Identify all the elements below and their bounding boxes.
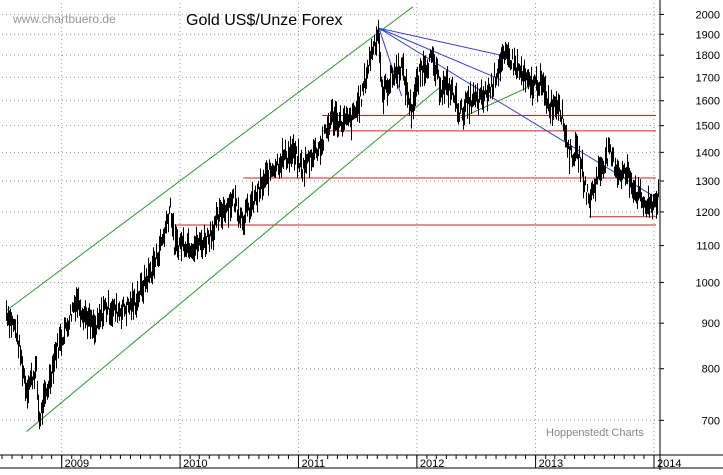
blue-trend-line [378,27,501,81]
watermark-right: Hoppenstedt Charts [546,427,644,439]
y-tick-label: 800 [702,364,720,376]
chart-title: Gold US$/Unze Forex [186,12,343,29]
y-tick-label: 1100 [696,241,720,253]
y-tick-label: 1800 [696,50,720,62]
y-tick-label: 1500 [696,121,720,133]
y-tick-label: 1000 [696,277,720,289]
y-tick-label: 900 [702,318,720,330]
x-tick-label: 2013 [539,458,563,470]
x-tick-label: 2011 [301,458,325,470]
y-tick-label: 2000 [696,9,720,21]
x-tick-label: 2014 [657,458,681,470]
x-tick-label: 2009 [65,458,89,470]
price-series [6,19,659,430]
x-tick-label: 2012 [420,458,444,470]
green-trend-support-line [460,81,541,119]
y-tick-label: 700 [702,415,720,427]
y-tick-label: 1200 [696,207,720,219]
blue-trend-line [378,27,511,58]
y-tick-label: 1900 [696,29,720,41]
y-tick-label: 1300 [696,176,720,188]
watermark-left: www.chartbuero.de [12,12,116,26]
y-tick-label: 1600 [696,96,720,108]
x-tick-label: 2010 [183,458,207,470]
y-tick-label: 1400 [696,147,720,159]
green-channel-lower-line [26,86,442,432]
y-tick-label: 1700 [696,72,720,84]
green-channel-upper-line [6,6,414,311]
